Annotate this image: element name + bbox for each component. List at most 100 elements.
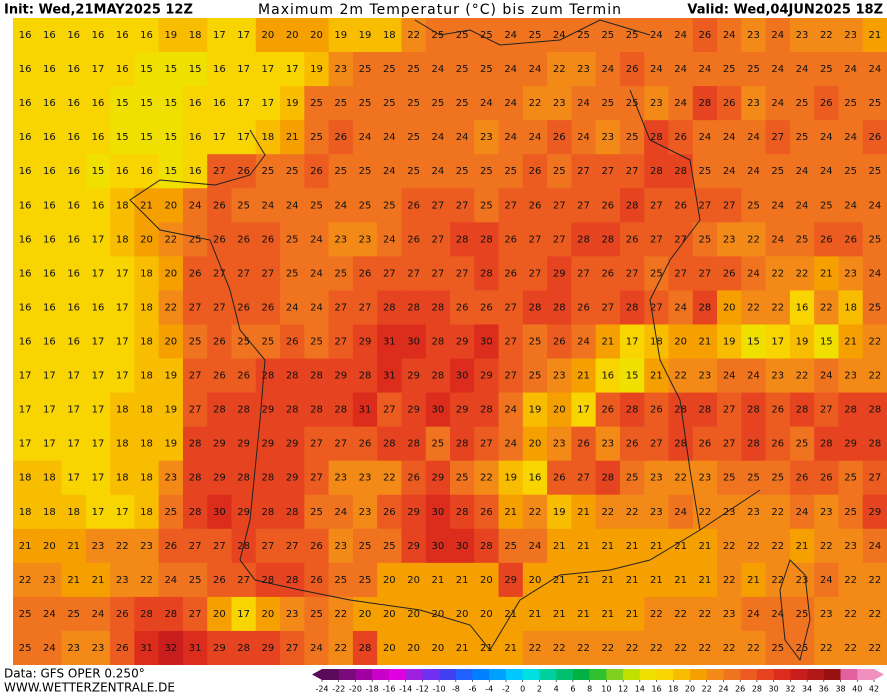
temperature-label: 28 [480, 234, 493, 245]
temperature-cell [547, 86, 572, 121]
temperature-label: 26 [553, 337, 566, 348]
temperature-label: 25 [820, 200, 833, 211]
temperature-label: 28 [456, 439, 469, 450]
temperature-label: 25 [19, 643, 32, 654]
temperature-label: 17 [92, 64, 105, 75]
temperature-label: 24 [601, 64, 614, 75]
temperature-cell [110, 630, 135, 666]
temperature-cell [61, 358, 87, 394]
temperature-cell [182, 358, 208, 394]
colorbar-segment [372, 669, 390, 680]
temperature-label: 25 [407, 166, 420, 177]
temperature-label: 30 [431, 507, 444, 518]
temperature-cell [450, 154, 475, 189]
temperature-label: 28 [334, 405, 347, 416]
temperature-cell [377, 86, 402, 121]
temperature-cell [862, 596, 887, 632]
temperature-cell [377, 426, 402, 462]
temperature-label: 24 [868, 541, 881, 552]
temperature-label: 26 [213, 234, 226, 245]
temperature-label: 17 [116, 507, 129, 518]
temperature-cell [61, 188, 87, 223]
temperature-cell [838, 18, 864, 53]
temperature-label: 22 [868, 643, 881, 654]
temperature-label: 24 [844, 132, 857, 143]
temperature-cell [158, 86, 184, 121]
temperature-cell [474, 460, 500, 496]
temperature-cell [37, 630, 63, 666]
colorbar-segment [706, 669, 724, 680]
temperature-label: 16 [116, 30, 129, 41]
temperature-label: 24 [334, 200, 347, 211]
colorbar-tick-label: 10 [601, 685, 611, 694]
temperature-label: 22 [868, 371, 881, 382]
temperature-cell [255, 630, 281, 666]
temperature-cell [547, 392, 572, 428]
temperature-label: 19 [553, 507, 566, 518]
temperature-cell [644, 52, 669, 87]
temperature-cell [741, 562, 767, 598]
temperature-label: 15 [140, 64, 153, 75]
temperature-cell [425, 562, 451, 598]
colorbar-segment [790, 669, 808, 680]
temperature-cell [13, 324, 38, 360]
temperature-label: 23 [747, 507, 760, 518]
temperature-label: 27 [529, 234, 542, 245]
temperature-label: 22 [140, 575, 153, 586]
temperature-label: 26 [237, 371, 250, 382]
temperature-cell [644, 426, 669, 462]
temperature-label: 26 [820, 234, 833, 245]
temperature-label: 23 [820, 609, 833, 620]
colorbar-tick-label: 26 [735, 685, 745, 694]
colorbar-tick-label: -12 [416, 685, 429, 694]
temperature-label: 25 [189, 234, 202, 245]
temperature-label: 30 [431, 405, 444, 416]
temperature-cell [814, 120, 839, 155]
temperature-cell [814, 528, 839, 564]
temperature-cell [619, 120, 645, 155]
temperature-label: 16 [92, 302, 105, 313]
temperature-cell [85, 630, 111, 666]
temperature-cell [61, 154, 87, 189]
temperature-cell [304, 188, 330, 223]
temperature-label: 24 [431, 64, 444, 75]
temperature-label: 22 [820, 643, 833, 654]
temperature-cell [450, 222, 475, 257]
temperature-label: 16 [116, 64, 129, 75]
temperature-cell [255, 358, 281, 394]
temperature-label: 24 [771, 234, 784, 245]
temperature-label: 27 [189, 405, 202, 416]
temperature-label: 25 [189, 337, 202, 348]
temperature-label: 28 [674, 166, 687, 177]
colorbar-tick-label: 12 [618, 685, 628, 694]
temperature-label: 25 [529, 30, 542, 41]
temperature-label: 22 [650, 609, 663, 620]
temperature-cell [717, 222, 742, 257]
colorbar-arrow-low [312, 669, 322, 680]
temperature-cell [425, 188, 451, 223]
temperature-cell [37, 120, 63, 155]
temperature-label: 18 [116, 234, 129, 245]
temperature-cell [328, 52, 354, 87]
temperature-cell [182, 324, 208, 360]
temperature-cell [110, 460, 135, 496]
temperature-label: 27 [820, 405, 833, 416]
temperature-cell [37, 324, 63, 360]
temperature-cell [255, 256, 281, 291]
temperature-cell [255, 562, 281, 598]
temperature-cell [377, 324, 402, 360]
temperature-label: 26 [237, 302, 250, 313]
temperature-label: 28 [626, 302, 639, 313]
temperature-cell [328, 392, 354, 428]
temperature-cell [522, 290, 548, 325]
temperature-label: 25 [820, 64, 833, 75]
temperature-label: 20 [164, 337, 177, 348]
temperature-label: 25 [286, 268, 299, 279]
temperature-label: 17 [262, 98, 275, 109]
temperature-cell [571, 630, 597, 666]
temperature-label: 25 [844, 98, 857, 109]
temperature-cell [571, 222, 597, 257]
temperature-label: 26 [237, 166, 250, 177]
temperature-cell [352, 52, 378, 87]
temperature-cell [377, 222, 402, 257]
